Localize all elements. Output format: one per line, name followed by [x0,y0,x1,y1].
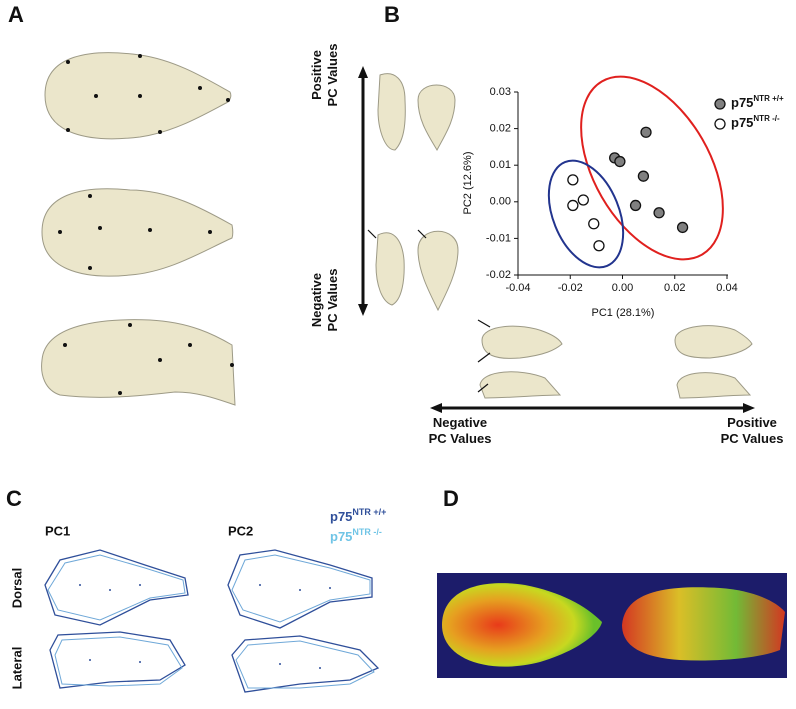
point [588,218,600,230]
legend-entry: p75NTR -/- [731,114,780,130]
point [614,155,626,168]
y-tick-label: -0.02 [486,269,511,281]
legend-sup: NTR -/- [753,114,780,123]
legend-name: p75 [731,115,753,130]
scatter-plot: -0.04 -0.02 0.00 0.02 0.04-0.02-0.010.000.01… [486,75,784,294]
column-label: PC2 [228,523,253,538]
group-ellipse [580,75,724,261]
y-tick-label: 0.02 [490,123,511,135]
point [629,199,642,212]
legend-marker [714,118,726,130]
axis-direction-label: PositivePC Values [309,44,340,107]
legend-entry: p75NTR +/+ [731,94,784,110]
legend-sup: NTR +/+ [352,507,386,517]
line: Negative [433,415,487,430]
point [640,126,652,138]
panel-label: B [384,2,400,27]
y-tick-label: -0.01 [486,232,511,244]
point [637,170,650,182]
point [567,199,579,212]
legend-marker [714,98,726,110]
legend-sup: NTR -/- [352,527,382,537]
line: Positive [727,415,777,430]
x-tick-label: -0.02 [558,282,583,294]
x-tick-label: 0.04 [716,282,737,294]
legend-entry: p75NTR +/+ [330,507,386,524]
line: PC Values [429,431,492,446]
point [676,221,689,234]
axis-direction-label: NegativePC Values [309,269,340,332]
panel-label: A [8,2,24,27]
legend-name: p75 [330,509,352,524]
skull-images [41,52,236,406]
line: Negative [309,273,324,327]
heatmap-image [437,573,787,678]
point [567,174,579,186]
shape-outlines [44,549,380,693]
y-tick-label: 0.01 [490,159,511,171]
panel-label: C [6,486,22,511]
point [653,207,665,219]
group-ellipse [547,159,625,269]
line: Positive [309,50,324,100]
y-tick-label: 0.03 [490,86,511,98]
panel-label: D [443,486,459,511]
line: PC Values [721,431,784,446]
legend-name: p75 [330,529,352,544]
pc-skull-images [358,66,755,413]
x-tick-label: 0.00 [612,282,633,294]
legend-entry: p75NTR -/- [330,527,382,544]
row-label: Dorsal [9,568,24,608]
legend-sup: NTR +/+ [753,94,784,103]
point [593,240,605,252]
column-label: PC1 [45,523,70,538]
x-tick-label: -0.04 [505,282,530,294]
x-tick-label: 0.02 [664,282,685,294]
legend-name: p75 [731,95,753,110]
row-label: Lateral [9,647,24,690]
line: PC Values [325,269,340,332]
point [577,194,589,206]
y-tick-label: 0.00 [490,196,511,208]
line: PC Values [325,44,340,107]
y-axis-title: PC2 (12.6%) [462,152,474,215]
x-axis-title: PC1 (28.1%) [592,307,655,319]
